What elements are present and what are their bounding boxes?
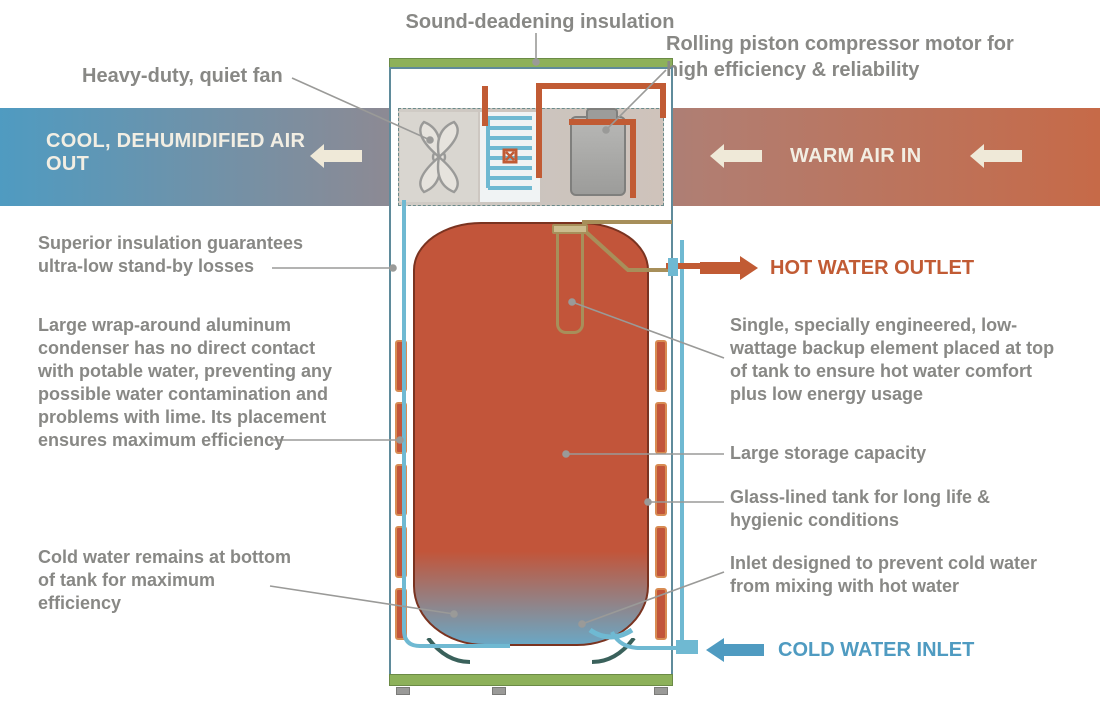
- label-backup-element: Single, specially engineered, low-wattag…: [730, 314, 1070, 406]
- label-condenser: Large wrap-around aluminum condenser has…: [38, 314, 348, 452]
- label-fan: Heavy-duty, quiet fan: [82, 64, 312, 90]
- label-compressor: Rolling piston compressor motor for high…: [666, 32, 1026, 83]
- label-hot-outlet: HOT WATER OUTLET: [770, 256, 974, 282]
- label-storage: Large storage capacity: [730, 442, 1030, 465]
- label-glass: Glass-lined tank for long life & hygieni…: [730, 486, 1030, 532]
- label-cold-inlet: COLD WATER INLET: [778, 638, 974, 664]
- label-insulation: Superior insulation guarantees ultra-low…: [38, 232, 338, 278]
- label-inlet-design: Inlet designed to prevent cold water fro…: [730, 552, 1070, 598]
- label-cold-bottom: Cold water remains at bottom of tank for…: [38, 546, 298, 615]
